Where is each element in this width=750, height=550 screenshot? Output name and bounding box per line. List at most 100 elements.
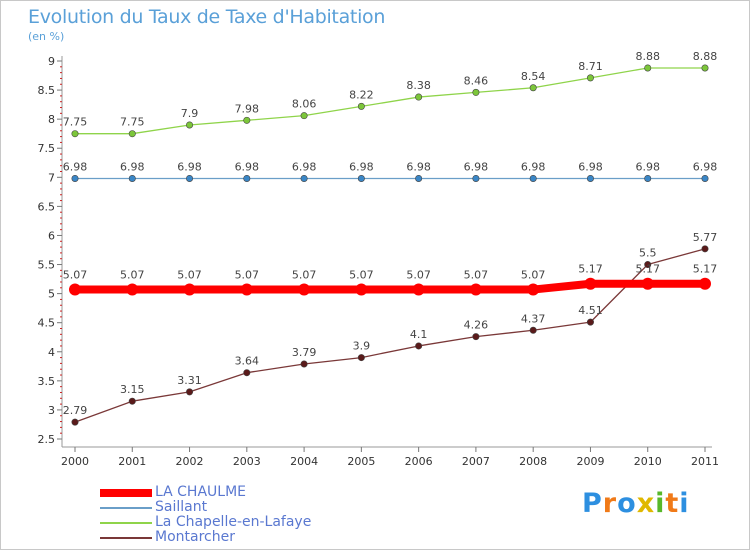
data-point-saillant	[357, 174, 365, 182]
data-point-saillant	[472, 174, 480, 182]
x-tick-label: 2004	[290, 455, 318, 468]
data-point-montarcher	[186, 388, 194, 396]
legend-swatch-la-chapelle-en-lafaye	[100, 522, 152, 524]
y-tick-label: 6.5	[38, 200, 56, 213]
legend-label-la-chaulme: LA CHAULME	[155, 484, 246, 500]
data-label-la-chapelle-en-lafaye: 7.75	[63, 116, 88, 129]
logo-letter: x	[636, 488, 656, 519]
data-point-la-chapelle-en-lafaye	[186, 121, 194, 129]
data-label-la-chaulme: 5.07	[406, 269, 431, 282]
data-label-la-chaulme: 5.07	[120, 269, 145, 282]
data-label-montarcher: 3.31	[177, 374, 202, 387]
legend-swatch-montarcher	[100, 537, 152, 539]
data-label-layer: 7.75 7.75 7.9 7.98 8.06 8.22 8.38 8.46 8.54 8.71 8…	[63, 50, 718, 417]
y-tick-label: 4	[48, 346, 55, 359]
data-point-montarcher	[357, 354, 365, 362]
logo-letter: i	[679, 488, 690, 519]
y-tick-label: 3.5	[38, 375, 56, 388]
data-label-la-chaulme: 5.07	[235, 269, 260, 282]
data-label-montarcher: 4.37	[521, 312, 546, 325]
data-point-montarcher	[644, 261, 652, 269]
data-label-montarcher: 5.5	[639, 247, 657, 260]
data-label-saillant: 6.98	[235, 160, 260, 173]
y-tick-label: 2.5	[38, 433, 56, 446]
data-label-la-chapelle-en-lafaye: 8.38	[406, 79, 431, 92]
data-label-montarcher: 2.79	[63, 404, 88, 417]
logo-letter: t	[665, 488, 680, 519]
data-point-la-chapelle-en-lafaye	[71, 130, 79, 138]
data-point-la-chaulme	[584, 277, 597, 290]
data-point-montarcher	[243, 369, 251, 377]
chart-subtitle: (en %)	[28, 30, 65, 43]
x-tick-label: 2010	[634, 455, 662, 468]
data-label-la-chapelle-en-lafaye: 8.71	[578, 60, 603, 73]
data-label-la-chaulme: 5.07	[63, 269, 88, 282]
y-tick-label: 6	[48, 229, 55, 242]
legend-label-montarcher: Montarcher	[155, 529, 235, 545]
x-tick-label: 2000	[61, 455, 89, 468]
data-label-montarcher: 3.79	[292, 346, 317, 359]
data-point-saillant	[529, 174, 537, 182]
data-point-la-chapelle-en-lafaye	[472, 88, 480, 96]
y-tick-label: 9	[48, 55, 55, 68]
logo-letter: r	[602, 488, 618, 519]
data-label-la-chapelle-en-lafaye: 8.88	[635, 50, 660, 63]
data-point-saillant	[586, 174, 594, 182]
data-label-saillant: 6.98	[63, 160, 88, 173]
data-point-la-chaulme	[699, 277, 711, 290]
y-tick-label: 8	[48, 113, 55, 126]
data-point-saillant	[243, 174, 251, 182]
data-label-la-chapelle-en-lafaye: 8.46	[464, 74, 489, 87]
data-point-montarcher	[586, 318, 594, 326]
y-tick-label: 7.5	[38, 142, 56, 155]
data-point-saillant	[300, 174, 308, 182]
x-tick-label: 2008	[519, 455, 547, 468]
legend-label-saillant: Saillant	[155, 499, 208, 515]
data-point-la-chaulme	[355, 283, 368, 296]
data-label-la-chaulme: 5.07	[464, 269, 489, 282]
series-line-montarcher	[74, 248, 706, 423]
data-point-montarcher	[71, 418, 79, 426]
data-point-la-chaulme	[126, 283, 139, 296]
data-point-saillant	[644, 174, 652, 182]
data-point-la-chaulme	[412, 283, 425, 296]
data-label-montarcher: 3.15	[120, 383, 145, 396]
data-label-montarcher: 4.51	[578, 304, 603, 317]
proxiti-logo: Proxiti	[582, 488, 690, 519]
data-point-la-chaulme	[469, 283, 482, 296]
data-label-saillant: 6.98	[521, 160, 546, 173]
series-line-la-chaulme	[71, 279, 709, 294]
line-chart: 2.5 3 3.5 4 4.5 5 5.5 6 6.5 7 7.5 8 8.5 9 2000 2001 2002…	[38, 50, 720, 468]
y-tick-label: 8.5	[38, 84, 56, 97]
data-point-saillant	[415, 174, 423, 182]
data-point-montarcher	[701, 245, 709, 253]
logo-letter: P	[582, 488, 603, 519]
legend-label-la-chapelle-en-lafaye: La Chapelle-en-Lafaye	[155, 514, 312, 530]
data-point-montarcher	[415, 342, 423, 350]
data-point-la-chapelle-en-lafaye	[644, 64, 652, 72]
legend-swatch-saillant	[100, 507, 152, 509]
data-label-saillant: 6.98	[292, 160, 317, 173]
x-tick-label: 2001	[118, 455, 146, 468]
data-label-la-chapelle-en-lafaye: 7.98	[235, 102, 260, 115]
data-label-la-chapelle-en-lafaye: 8.06	[292, 98, 317, 111]
data-label-la-chaulme: 5.17	[578, 263, 603, 276]
data-point-la-chapelle-en-lafaye	[701, 64, 709, 72]
x-tick-label: 2007	[462, 455, 490, 468]
data-point-saillant	[186, 174, 194, 182]
data-point-montarcher	[472, 333, 480, 341]
logo-letter: i	[655, 488, 666, 519]
logo-letter: o	[617, 488, 637, 519]
data-point-saillant	[701, 174, 709, 182]
data-point-la-chapelle-en-lafaye	[300, 112, 308, 120]
data-point-la-chapelle-en-lafaye	[529, 84, 537, 92]
data-point-la-chaulme	[527, 283, 540, 296]
data-label-la-chaulme: 5.07	[521, 269, 546, 282]
data-label-la-chapelle-en-lafaye: 8.54	[521, 70, 546, 83]
data-point-montarcher	[300, 360, 308, 368]
data-point-la-chapelle-en-lafaye	[586, 74, 594, 82]
y-tick-label: 5.5	[38, 259, 56, 272]
y-tick-label: 3	[48, 404, 55, 417]
data-label-saillant: 6.98	[693, 160, 718, 173]
